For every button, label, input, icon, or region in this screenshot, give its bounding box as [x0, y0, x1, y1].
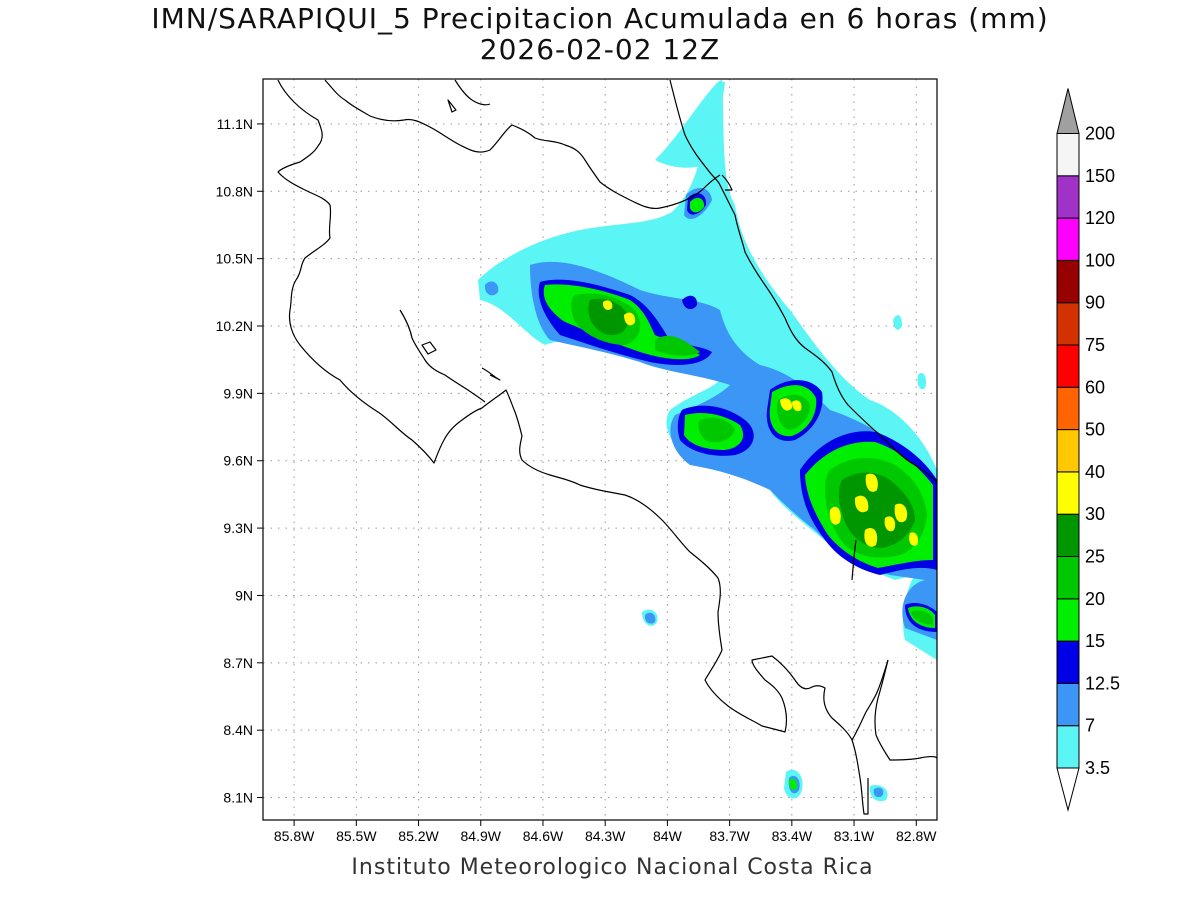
legend-swatch	[1056, 598, 1080, 642]
legend-label: 120	[1085, 208, 1115, 228]
legend-swatch	[1056, 556, 1080, 600]
lat-tick-label: 10.8N	[216, 183, 253, 199]
lon-tick-label: 85.8W	[274, 828, 315, 844]
legend-label: 90	[1085, 293, 1105, 313]
lon-tick-label: 84W	[653, 828, 683, 844]
legend-swatch	[1056, 217, 1080, 261]
legend-label: 7	[1085, 716, 1095, 736]
legend-swatch	[1056, 682, 1080, 727]
lat-tick-label: 10.2N	[216, 318, 253, 334]
precip-30-region	[602, 300, 919, 547]
lon-tick-label: 84.9W	[461, 828, 502, 844]
latitude-axis: 11.1N 10.8N 10.5N 10.2N 9.9N 9.6N 9.3N 9N 8.7N 8.…	[216, 116, 263, 806]
lon-tick-label: 84.6W	[523, 828, 564, 844]
legend-label: 15	[1085, 631, 1105, 651]
lat-tick-label: 10.5N	[216, 251, 253, 267]
legend-label: 3.5	[1085, 758, 1110, 778]
legend-swatch	[1056, 429, 1080, 473]
lon-tick-label: 83.4W	[772, 828, 813, 844]
legend-label: 60	[1085, 377, 1105, 397]
legend-label: 200	[1085, 124, 1115, 144]
precip-field	[478, 80, 937, 802]
legend-swatch	[1056, 302, 1080, 346]
lon-tick-label: 82.8W	[896, 828, 937, 844]
legend-label: 30	[1085, 504, 1105, 524]
lat-tick-label: 9N	[235, 587, 253, 603]
lon-tick-label: 84.3W	[585, 828, 626, 844]
lat-tick-label: 8.4N	[223, 722, 253, 738]
legend-label: 20	[1085, 589, 1105, 609]
legend-swatch	[1056, 259, 1080, 304]
legend-label: 12.5	[1085, 673, 1120, 693]
legend-swatch	[1056, 725, 1080, 769]
lat-tick-label: 11.1N	[217, 116, 253, 132]
lon-tick-label: 83.1W	[834, 828, 875, 844]
legend-swatch	[1056, 471, 1080, 515]
legend-label: 75	[1085, 335, 1105, 355]
legend-swatch	[1056, 175, 1080, 219]
footer-credit: Instituto Meteorologico Nacional Costa R…	[351, 855, 874, 880]
legend-swatch	[1056, 640, 1080, 684]
coastline-borders	[277, 79, 937, 815]
legend-min-triangle	[1056, 767, 1080, 812]
lon-tick-label: 83.7W	[709, 828, 750, 844]
lon-tick-label: 85.2W	[398, 828, 439, 844]
legend-swatch	[1056, 133, 1080, 177]
legend-swatch	[1056, 344, 1080, 388]
lat-tick-label: 8.1N	[223, 790, 253, 806]
legend-label: 25	[1085, 547, 1105, 567]
legend-label: 50	[1085, 420, 1105, 440]
precip-25-region	[588, 298, 915, 548]
color-legend: 3.5 7 12.5 15 20 25 30 40 50 60 75 90 100 120 150 200	[1056, 88, 1120, 812]
legend-swatch	[1056, 513, 1080, 558]
lat-tick-label: 9.3N	[223, 520, 253, 536]
map-title: IMN/SARAPIQUI_5 Precipitacion Acumulada …	[151, 2, 1049, 35]
legend-label: 40	[1085, 462, 1105, 482]
legend-swatch	[1056, 386, 1080, 431]
lon-tick-label: 85.5W	[336, 828, 377, 844]
plot-frame	[262, 78, 938, 821]
map-subtitle: 2026-02-02 12Z	[479, 33, 721, 66]
legend-max-triangle	[1056, 88, 1080, 134]
lat-tick-label: 9.6N	[223, 453, 253, 469]
lat-tick-label: 8.7N	[223, 655, 253, 671]
longitude-axis: 85.8W 85.5W 85.2W 84.9W 84.6W 84.3W 84W 83.7W 83…	[274, 820, 937, 844]
legend-label: 100	[1085, 250, 1115, 270]
lat-tick-label: 9.9N	[223, 385, 253, 401]
legend-label: 150	[1085, 166, 1115, 186]
